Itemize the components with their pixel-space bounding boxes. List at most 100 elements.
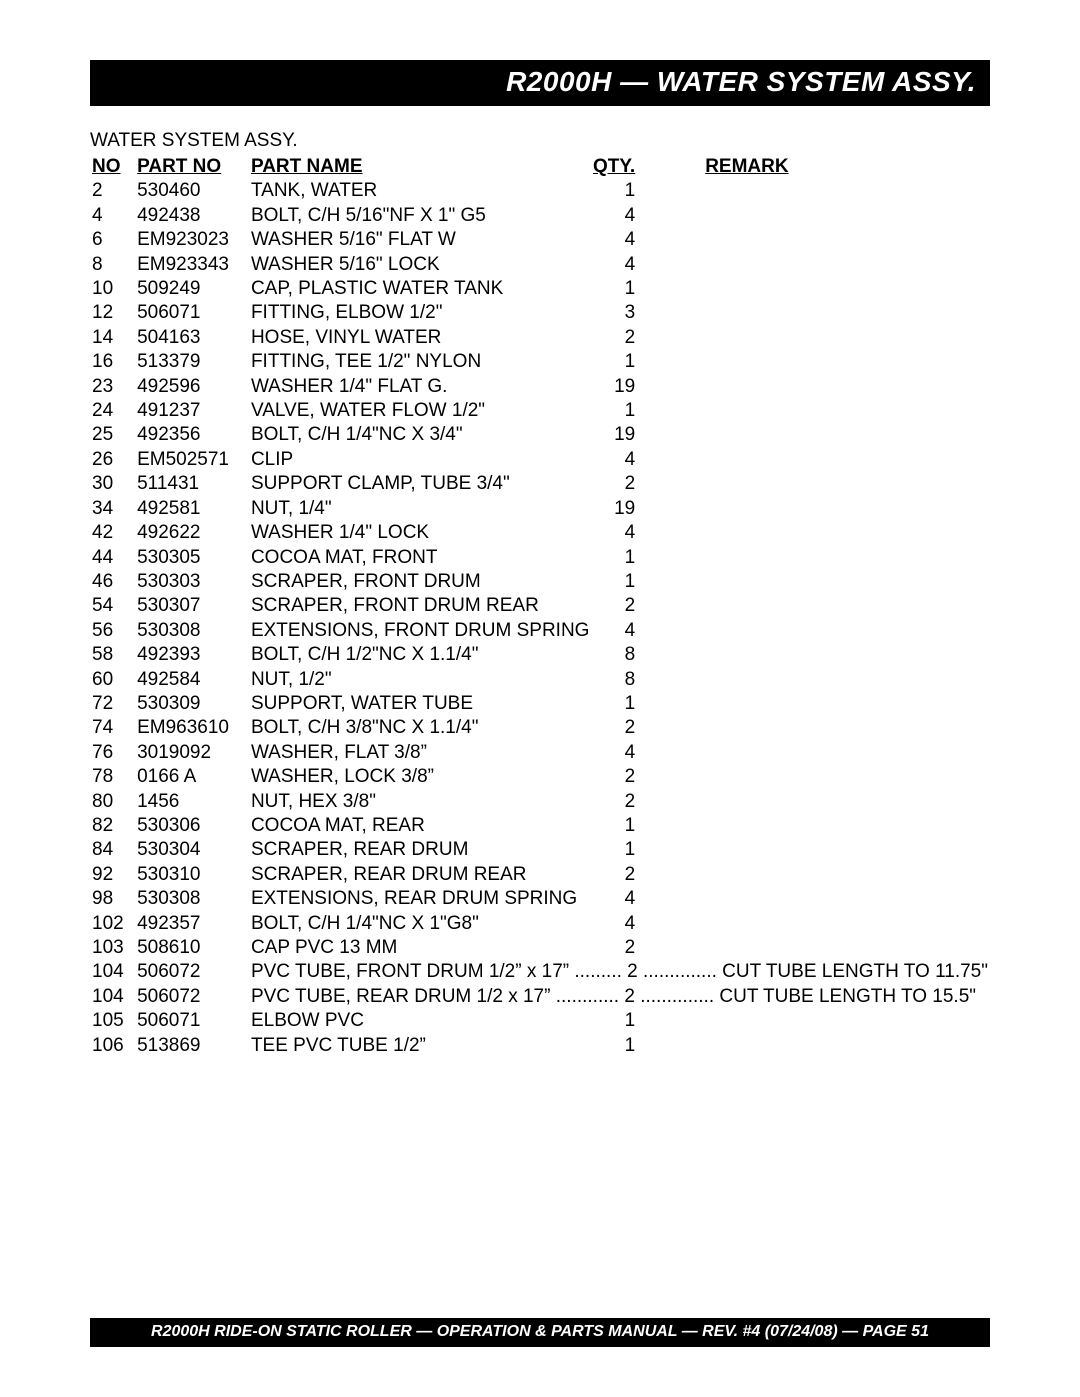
cell-no: 34 (92, 498, 135, 520)
cell-remark (645, 376, 988, 398)
cell-name: COCOA MAT, FRONT (251, 547, 591, 569)
table-row: 103508610CAP PVC 13 MM2 (92, 937, 988, 959)
cell-name: CLIP (251, 449, 591, 471)
cell-name: VALVE, WATER FLOW 1/2" (251, 400, 591, 422)
cell-name: WASHER 1/4" FLAT G. (251, 376, 591, 398)
cell-no: 92 (92, 864, 135, 886)
cell-remark (645, 717, 988, 739)
cell-partno: 508610 (137, 937, 249, 959)
cell-name: EXTENSIONS, FRONT DRUM SPRING (251, 620, 591, 642)
cell-remark (645, 400, 988, 422)
cell-partno: 1456 (137, 791, 249, 813)
cell-name: SUPPORT CLAMP, TUBE 3/4" (251, 473, 591, 495)
cell-qty: 4 (593, 888, 643, 910)
cell-partno: 511431 (137, 473, 249, 495)
cell-name: CAP, PLASTIC WATER TANK (251, 278, 591, 300)
cell-qty: 2 (593, 937, 643, 959)
table-row: 102492357BOLT, C/H 1/4"NC X 1"G8"4 (92, 913, 988, 935)
cell-qty: 1 (593, 571, 643, 593)
cell-remark (645, 180, 988, 202)
cell-remark (645, 351, 988, 373)
cell-no: 98 (92, 888, 135, 910)
cell-qty: 1 (593, 400, 643, 422)
cell-remark (645, 766, 988, 788)
cell-partno: 509249 (137, 278, 249, 300)
cell-no: 74 (92, 717, 135, 739)
cell-no: 46 (92, 571, 135, 593)
cell-remark (645, 229, 988, 251)
cell-partno: 3019092 (137, 742, 249, 764)
cell-partno: 530460 (137, 180, 249, 202)
cell-partno: EM963610 (137, 717, 249, 739)
table-row: 92530310SCRAPER, REAR DRUM REAR2 (92, 864, 988, 886)
table-row: 46530303SCRAPER, FRONT DRUM1 (92, 571, 988, 593)
cell-remark (645, 1010, 988, 1032)
cell-remark (645, 669, 988, 691)
cell-qty: 19 (593, 376, 643, 398)
cell-partno: 492393 (137, 644, 249, 666)
cell-no: 2 (92, 180, 135, 202)
table-row: 104506072PVC TUBE, REAR DRUM 1/2 x 17” .… (92, 986, 988, 1008)
cell-partno: 513379 (137, 351, 249, 373)
cell-qty: 2 (593, 327, 643, 349)
cell-qty: 2 (593, 791, 643, 813)
table-row: 98530308EXTENSIONS, REAR DRUM SPRING4 (92, 888, 988, 910)
cell-no: 42 (92, 522, 135, 544)
cell-partno: 530303 (137, 571, 249, 593)
table-row: 56530308EXTENSIONS, FRONT DRUM SPRING4 (92, 620, 988, 642)
table-row: 72530309SUPPORT, WATER TUBE1 (92, 693, 988, 715)
cell-name: BOLT, C/H 1/4"NC X 1"G8" (251, 913, 591, 935)
cell-qty: 2 (593, 864, 643, 886)
cell-qty: 4 (593, 620, 643, 642)
cell-qty: 1 (593, 815, 643, 837)
cell-no: 10 (92, 278, 135, 300)
cell-partno: 530308 (137, 888, 249, 910)
parts-table: NO PART NO PART NAME QTY. REMARK 2530460… (90, 154, 990, 1059)
cell-no: 25 (92, 424, 135, 446)
cell-remark (645, 547, 988, 569)
cell-name: FITTING, TEE 1/2" NYLON (251, 351, 591, 373)
cell-qty: 1 (593, 351, 643, 373)
table-row: 12506071FITTING, ELBOW 1/2"3 (92, 302, 988, 324)
cell-qty: 1 (593, 1035, 643, 1057)
table-row: 34492581NUT, 1/4"19 (92, 498, 988, 520)
cell-remark (645, 522, 988, 544)
section-subtitle: WATER SYSTEM ASSY. (90, 130, 990, 152)
table-header-row: NO PART NO PART NAME QTY. REMARK (92, 156, 988, 178)
cell-partno: EM923023 (137, 229, 249, 251)
table-row: 74EM963610BOLT, C/H 3/8"NC X 1.1/4"2 (92, 717, 988, 739)
cell-no: 24 (92, 400, 135, 422)
cell-qty: 4 (593, 449, 643, 471)
cell-name: BOLT, C/H 3/8"NC X 1.1/4" (251, 717, 591, 739)
cell-qty: 1 (593, 1010, 643, 1032)
cell-name-wide: PVC TUBE, REAR DRUM 1/2 x 17” ..........… (251, 986, 988, 1008)
cell-qty: 4 (593, 254, 643, 276)
cell-partno: 530308 (137, 620, 249, 642)
cell-remark (645, 913, 988, 935)
cell-no: 82 (92, 815, 135, 837)
cell-name: NUT, HEX 3/8" (251, 791, 591, 813)
cell-remark (645, 1035, 988, 1057)
cell-partno: 506071 (137, 302, 249, 324)
cell-qty: 1 (593, 278, 643, 300)
page-title-bar: R2000H — WATER SYSTEM ASSY. (90, 60, 990, 106)
page-footer-bar: R2000H RIDE-ON STATIC ROLLER — OPERATION… (90, 1318, 990, 1347)
cell-no: 103 (92, 937, 135, 959)
table-row: 4492438BOLT, C/H 5/16"NF X 1" G54 (92, 205, 988, 227)
cell-name: WASHER 5/16" LOCK (251, 254, 591, 276)
table-row: 8EM923343WASHER 5/16" LOCK4 (92, 254, 988, 276)
table-row: 23492596WASHER 1/4" FLAT G.19 (92, 376, 988, 398)
cell-partno: 492581 (137, 498, 249, 520)
cell-remark (645, 864, 988, 886)
cell-qty: 8 (593, 669, 643, 691)
cell-no: 56 (92, 620, 135, 642)
cell-qty: 2 (593, 717, 643, 739)
cell-remark (645, 644, 988, 666)
cell-no: 26 (92, 449, 135, 471)
cell-no: 104 (92, 961, 135, 983)
table-row: 801456NUT, HEX 3/8"2 (92, 791, 988, 813)
cell-qty: 1 (593, 839, 643, 861)
table-row: 24491237VALVE, WATER FLOW 1/2"1 (92, 400, 988, 422)
cell-name: ELBOW PVC (251, 1010, 591, 1032)
cell-qty: 4 (593, 205, 643, 227)
